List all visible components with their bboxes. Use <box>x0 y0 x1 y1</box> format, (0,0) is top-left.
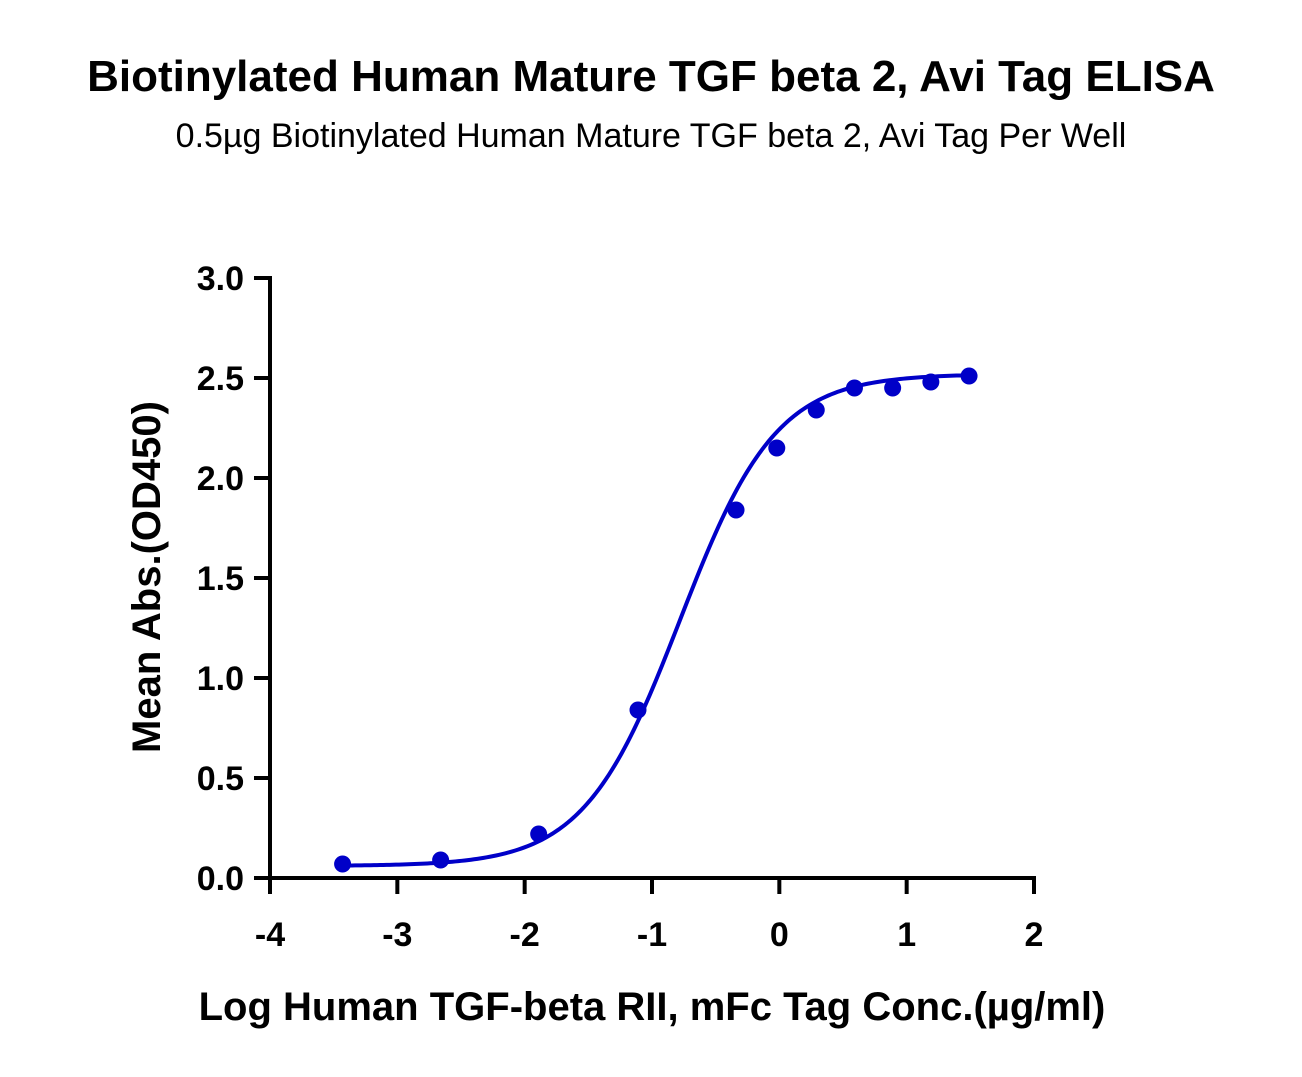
x-tick-label: -3 <box>382 916 412 954</box>
fit-curve <box>342 373 970 868</box>
y-tick-label: 2.5 <box>197 360 244 398</box>
y-axis: 0.0 0.5 1.0 1.5 2.0 2.5 3.0 <box>197 260 272 898</box>
x-axis: -4 -3 -2 -1 0 1 2 <box>255 876 1044 954</box>
x-tick-label: 1 <box>897 916 916 954</box>
data-point <box>334 855 352 873</box>
y-tick-label: 0.0 <box>197 860 244 898</box>
x-tick-label: 0 <box>770 916 789 954</box>
x-tick-label: -1 <box>637 916 667 954</box>
data-point <box>922 373 940 391</box>
data-point <box>960 367 978 385</box>
y-tick-label: 2.0 <box>197 460 244 498</box>
y-tick-label: 0.5 <box>197 760 244 798</box>
fit-curve-layer <box>342 373 970 868</box>
data-point <box>432 851 450 869</box>
data-point <box>629 701 647 719</box>
data-point <box>530 825 548 843</box>
chart-subtitle: 0.5µg Biotinylated Human Mature TGF beta… <box>175 117 1127 155</box>
y-axis-title: Mean Abs.(OD450) <box>125 401 169 753</box>
x-axis-title: Log Human TGF-beta RII, mFc Tag Conc.(µg… <box>199 985 1106 1029</box>
x-tick-label: 2 <box>1025 916 1044 954</box>
data-point <box>768 439 786 457</box>
data-point <box>727 501 745 519</box>
y-tick-label: 1.5 <box>197 560 244 598</box>
data-point <box>845 379 863 397</box>
x-tick-label: -2 <box>510 916 540 954</box>
data-points-layer <box>334 367 978 873</box>
y-tick-label: 1.0 <box>197 660 244 698</box>
data-point <box>807 401 825 419</box>
data-point <box>884 379 902 397</box>
y-tick-label: 3.0 <box>197 260 244 298</box>
chart-title: Biotinylated Human Mature TGF beta 2, Av… <box>87 52 1215 101</box>
x-tick-label: -4 <box>255 916 285 954</box>
